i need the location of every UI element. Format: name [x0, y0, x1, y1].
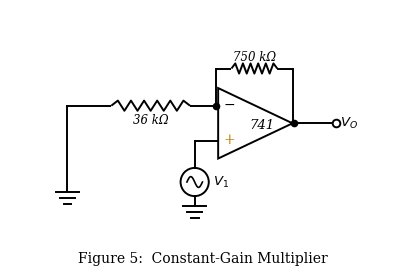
Text: $V_O$: $V_O$: [339, 116, 358, 131]
Text: +: +: [223, 133, 235, 147]
Text: 750 kΩ: 750 kΩ: [233, 51, 276, 64]
Text: 36 kΩ: 36 kΩ: [133, 114, 168, 127]
Text: $V_1$: $V_1$: [213, 175, 229, 190]
Text: Figure 5:  Constant-Gain Multiplier: Figure 5: Constant-Gain Multiplier: [78, 252, 327, 266]
Text: −: −: [223, 98, 235, 112]
Text: 741: 741: [250, 119, 275, 132]
